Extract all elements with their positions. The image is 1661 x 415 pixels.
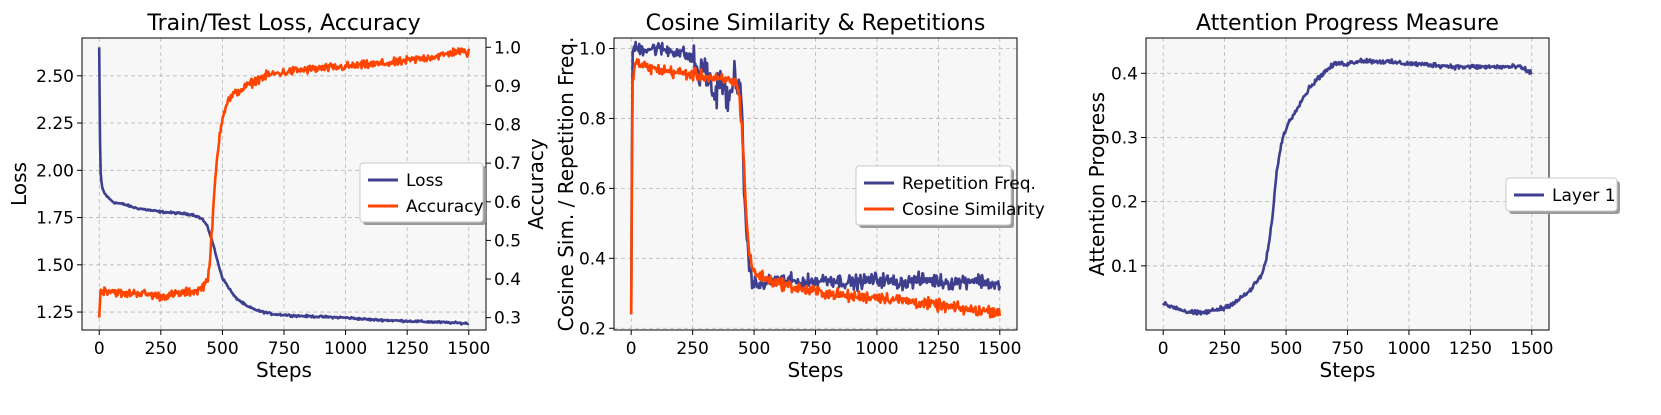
series-line-accuracy	[97, 47, 471, 318]
series-line-cosine-similarity	[629, 58, 1002, 319]
y-tick-label: 0.8	[579, 109, 606, 129]
legend-box	[855, 165, 1012, 226]
y-tick-label: 0.4	[1111, 64, 1138, 84]
x-tick-label: 500	[1270, 339, 1302, 359]
y-tick-label: 1.25	[36, 303, 74, 323]
x-axis-label: Steps	[1320, 358, 1376, 382]
x-tick-label: 1250	[1449, 339, 1492, 359]
y2-tick-label: 0.8	[494, 116, 521, 136]
y2-tick-label: 0.9	[494, 77, 521, 97]
x-tick-label: 1000	[855, 339, 898, 359]
x-tick-label: 250	[145, 339, 177, 359]
y-tick-label: 1.75	[36, 209, 74, 229]
y2-tick-label: 0.3	[494, 309, 521, 329]
chart-panel-2: 0 250 500 750 1000 1250 15000.20.40.60.81.0Cos…	[554, 11, 1045, 382]
x-axis-label: Steps	[788, 358, 844, 382]
y2-tick-label: 0.5	[494, 231, 521, 251]
chart-title: Train/Test Loss, Accuracy	[146, 11, 420, 36]
series-line-layer-1	[1162, 57, 1533, 316]
x-tick-label: 750	[799, 339, 831, 359]
x-tick-label: 250	[676, 339, 708, 359]
y2-tick-label: 1.0	[494, 38, 521, 58]
y-tick-label: 0.2	[1111, 193, 1138, 213]
x-tick-label: 1500	[1510, 339, 1553, 359]
legend-label: Repetition Freq.	[902, 174, 1036, 194]
y-tick-label: 1.0	[579, 39, 606, 59]
chart-panel-1: 0 250 500 750 1000 1250 1500 1.25 1.50 1.75 2.00 2.…	[7, 11, 548, 382]
y-tick-label: 1.50	[36, 256, 74, 276]
x-tick-label: 1250	[386, 339, 429, 359]
y2-tick-label: 0.4	[494, 270, 521, 290]
y-tick-label: 0.3	[1111, 128, 1138, 148]
y-tick-label: 0.6	[579, 179, 606, 199]
x-tick-label: 1500	[978, 339, 1021, 359]
y2-tick-label: 0.7	[494, 154, 521, 174]
x-axis-label: Steps	[256, 358, 312, 382]
legend-label: Loss	[406, 171, 443, 191]
legend: Loss Accuracy	[359, 162, 486, 225]
legend-label: Cosine Similarity	[902, 200, 1045, 220]
y-tick-label: 2.50	[36, 67, 74, 87]
y-axis-label: Attention Progress	[1085, 92, 1109, 276]
x-tick-label: 0	[1158, 339, 1169, 359]
legend: Repetition Freq. Cosine Similarity	[855, 165, 1045, 228]
y-tick-label: 2.00	[36, 161, 74, 181]
y2-axis-label: Accuracy	[524, 138, 548, 229]
y-tick-label: 0.2	[579, 319, 606, 339]
legend: Layer 1	[1505, 177, 1620, 214]
x-tick-label: 750	[268, 339, 300, 359]
x-tick-label: 0	[626, 339, 637, 359]
chart-title: Cosine Similarity & Repetitions	[646, 11, 986, 36]
series-line-loss	[97, 47, 470, 326]
x-tick-label: 1250	[917, 339, 960, 359]
legend-label: Accuracy	[406, 197, 484, 217]
y-tick-label: 2.25	[36, 114, 74, 134]
x-tick-label: 0	[94, 339, 105, 359]
y-axis-label: Cosine Sim. / Repetition Freq.	[554, 37, 578, 332]
x-tick-label: 250	[1208, 339, 1240, 359]
chart-panel-3: 0 250 500 750 1000 1250 15000.10.20.30.4Attent…	[1085, 11, 1620, 382]
x-tick-label: 750	[1331, 339, 1363, 359]
chart-title: Attention Progress Measure	[1196, 11, 1499, 36]
legend-box	[1505, 177, 1618, 212]
x-tick-label: 1000	[1387, 339, 1430, 359]
y2-tick-label: 0.6	[494, 193, 521, 213]
legend-label: Layer 1	[1552, 186, 1616, 206]
x-tick-label: 1500	[447, 339, 490, 359]
x-tick-label: 500	[206, 339, 238, 359]
x-tick-label: 500	[738, 339, 770, 359]
series-line-repetition-freq	[629, 40, 1002, 315]
y-axis-label: Loss	[7, 162, 31, 206]
y-tick-label: 0.4	[579, 249, 606, 269]
y-tick-label: 0.1	[1111, 257, 1138, 277]
x-tick-label: 1000	[324, 339, 367, 359]
